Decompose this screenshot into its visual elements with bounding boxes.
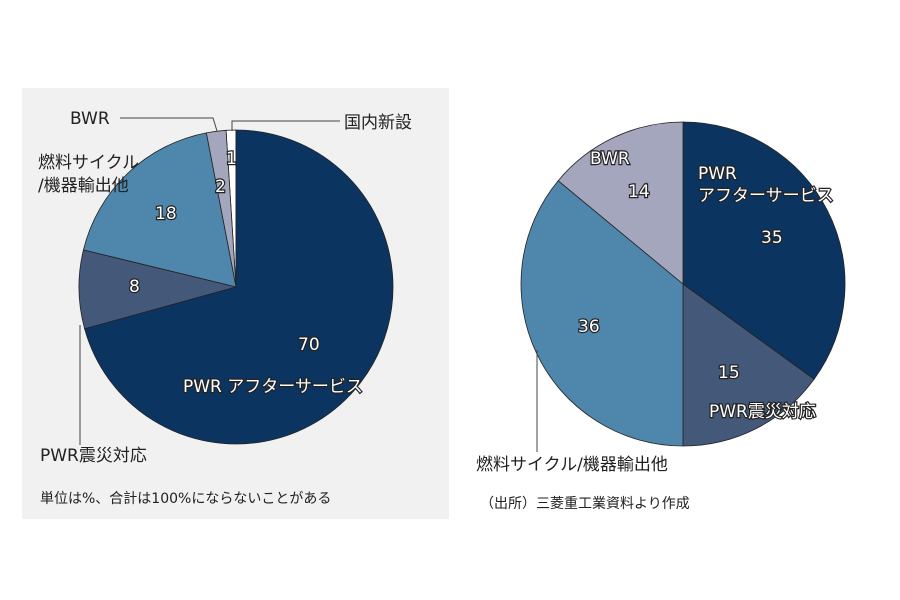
value-kokunai: 1 [226,149,237,169]
label-quake-left: PWR震災対応 [40,446,147,466]
value-bwr-left: 2 [215,177,226,197]
label-quake-right: PWR震災対応 [709,402,816,422]
label-fuel-left-1: 燃料サイクル [38,153,139,173]
label-fuel-left-2: /機器輸出他 [38,176,129,196]
label-after-right-2: アフターサービス [698,186,834,206]
left-pie-slice-2 [82,132,237,288]
value-fuel-left: 18 [155,204,177,224]
right-pie-slice-1 [682,283,815,447]
value-quake-left: 8 [129,277,140,297]
note-right: （出所）三菱重工業資料より作成 [480,496,690,512]
note-left: 単位は%、合計は100%にならないことがある [40,491,331,507]
value-after-right: 35 [761,228,783,248]
label-kokunai: 国内新設 [344,113,412,133]
label-bwr-right: BWR [590,149,630,169]
right-pie-slice-0 [682,121,846,380]
value-after-left: 70 [298,335,320,355]
left-pie-slice-4 [84,129,394,445]
leader-line-kokunai [231,120,340,131]
right-pie-slice-3 [557,121,684,285]
label-after-right-1: PWR [698,164,737,184]
leader-line-bwr-left [120,117,218,132]
label-fuel-right: 燃料サイクル/機器輸出他 [476,455,668,475]
value-fuel-right: 36 [578,317,600,337]
value-quake-right: 15 [718,363,740,383]
right-pie [520,121,846,447]
right-pie-slice-2 [520,180,684,447]
label-after-left: PWR アフターサービス [183,377,363,397]
left-pie [78,129,394,445]
value-bwr-right: 14 [628,182,650,202]
label-bwr-left: BWR [70,109,110,129]
